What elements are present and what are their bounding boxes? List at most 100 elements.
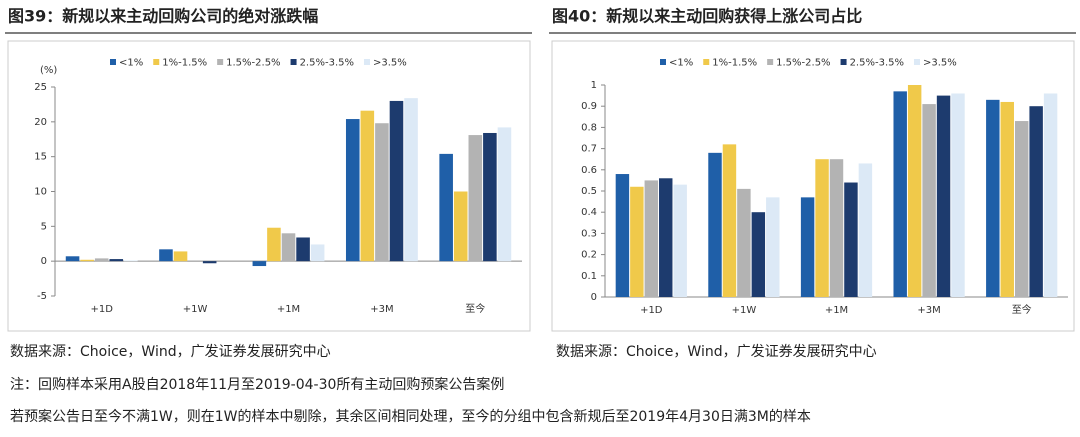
y-unit: (%) [40,65,57,76]
bar [94,258,109,262]
legend-swatch [767,59,774,65]
legend-label: <1% [119,58,143,69]
bar [936,95,951,297]
bar [310,244,325,262]
y-tick-label: 1 [591,80,597,91]
chart-frame [7,40,531,332]
bar [404,98,418,262]
bar [644,180,659,297]
source: 数据来源：Choice，Wind，广发证券发展研究中心 [10,344,331,360]
legend-label: 2.5%-3.5% [850,58,904,69]
legend-swatch [660,59,666,65]
bar [893,91,907,297]
legend-swatch [153,59,160,65]
x-tick-label: +1D [90,304,113,315]
bar [281,233,296,262]
bar [1000,101,1014,298]
legend-swatch [363,59,370,65]
legend-label: >3.5% [923,58,957,69]
legend-label: 1.5%-2.5% [776,58,830,69]
y-tick-label: 0.7 [581,144,597,155]
x-tick-label: +3M [917,305,940,316]
y-tick-label: 0.2 [581,250,597,261]
bar [360,110,375,262]
legend-label: 1%-1.5% [162,58,207,69]
bar [173,251,188,262]
chart-title: 图39：新规以来主动回购公司的绝对涨跌幅 [8,7,318,26]
legend-label: 2.5%-3.5% [300,58,354,69]
bar [109,259,124,262]
y-tick-label: 0 [41,256,47,267]
bar [497,127,512,262]
y-tick-label: 0.8 [581,122,597,133]
x-tick-label: +1M [277,304,300,315]
bar [267,227,281,262]
bar [468,135,483,262]
x-tick-label: +1M [825,305,848,316]
bar [722,144,737,297]
bar [951,93,965,297]
legend-label: <1% [669,58,693,69]
bar [345,119,360,262]
bar [708,152,722,297]
bar [296,237,310,262]
bar [737,188,751,297]
legend-swatch [913,59,920,65]
note: 若预案公告日至今不满1W，则在1W的样本中剔除，其余区间相同处理，至今的分组中包… [10,408,811,425]
legend-swatch [217,59,224,65]
y-tick-label: 0.3 [581,228,597,239]
bar [65,256,80,262]
bar [80,259,94,262]
bar [615,174,630,297]
bar [907,85,922,297]
legend-label: >3.5% [373,58,407,69]
y-tick-label: 10 [34,187,47,198]
y-tick-label: 25 [34,82,47,93]
bar [1014,121,1029,297]
y-tick-label: -5 [37,291,47,302]
bar [986,99,1000,297]
y-tick-label: 0.9 [581,101,597,112]
bar [252,261,267,267]
y-tick-label: 0.6 [581,165,597,176]
y-tick-label: 0.5 [581,186,597,197]
bar [800,197,815,297]
bar [375,123,389,262]
bar [630,186,644,297]
x-tick-label: 至今 [465,302,485,315]
bar [829,159,844,297]
legend-swatch [110,59,116,65]
legend-label: 1.5%-2.5% [226,58,280,69]
x-tick-label: +3M [370,304,393,315]
bar [202,261,217,264]
legend-label: 1%-1.5% [712,58,757,69]
bar [844,182,858,297]
bar [124,260,138,262]
y-tick-label: 0.1 [581,271,597,282]
chart-frame [551,40,1075,332]
bar [1043,93,1058,297]
x-tick-label: +1W [732,305,757,316]
bar [439,153,453,262]
bar [751,212,766,297]
bar [453,191,468,262]
x-tick-label: +1W [183,304,208,315]
y-tick-label: 20 [34,117,47,128]
y-tick-label: 15 [34,152,47,163]
bar [659,178,673,297]
legend-swatch [703,59,710,65]
x-tick-label: 至今 [1012,303,1032,316]
bar [922,104,936,297]
bar [389,100,404,262]
source: 数据来源：Choice，Wind，广发证券发展研究中心 [556,344,877,360]
x-tick-label: +1D [640,305,663,316]
bar [483,132,497,262]
y-tick-label: 0 [591,292,597,303]
bar [159,249,173,262]
bar [858,163,873,297]
y-tick-label: 5 [41,221,47,232]
bar [766,197,780,297]
note: 注：回购样本采用A股自2018年11月至2019-04-30所有主动回购预案公告… [10,376,504,393]
y-tick-label: 0.4 [581,207,597,218]
